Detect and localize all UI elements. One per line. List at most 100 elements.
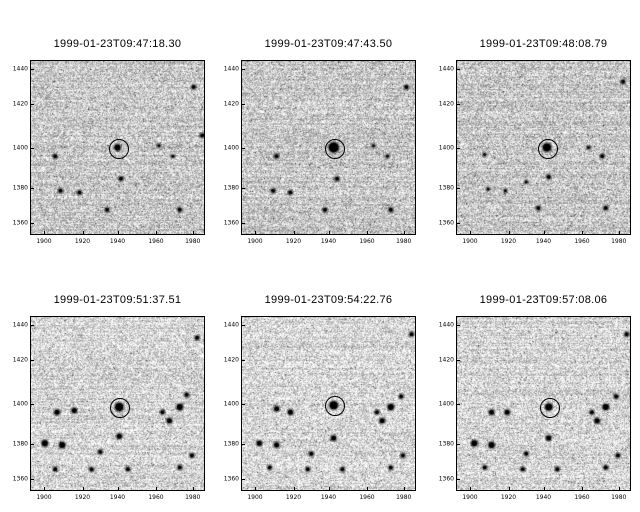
x-axis-tick-label: 1980 [611,238,627,245]
panel-timestamp-title: 1999-01-23T09:54:22.76 [264,294,393,306]
x-axis-tick-mark [543,487,545,491]
panel-timestamp-title: 1999-01-23T09:51:37.51 [53,294,182,306]
x-axis-tick-label: 1940 [109,494,126,501]
x-axis-tick-label: 1960 [148,238,164,245]
x-axis-tick-mark [508,231,510,235]
image-panel: 1999-01-23T09:47:18.30 1440 1420 1400 1380 13… [13,38,205,245]
x-axis-tick-mark [367,231,368,235]
x-axis-tick-mark [156,231,157,235]
x-axis-tick-mark [293,487,295,491]
telescope-image [30,60,205,235]
telescope-image [456,316,631,491]
y-axis-tick-mark [456,403,460,405]
y-axis-tick-label: 1360 [12,475,28,483]
y-axis-tick-mark [30,222,34,224]
x-axis-tick-label: 1900 [36,238,52,245]
y-axis-tick-mark [241,478,245,480]
telescope-image [456,60,631,235]
y-axis-tick-label: 1440 [438,321,454,329]
y-axis-tick-mark [30,403,34,405]
y-axis-tick-label: 1440 [223,65,239,73]
x-axis-tick-mark [328,231,330,235]
y-axis-tick-label: 1380 [438,184,454,192]
y-axis-tick-label: 1420 [223,100,239,108]
x-axis-tick-label: 1900 [462,494,478,501]
x-axis-tick-mark [403,487,405,491]
x-axis-tick-label: 1960 [574,238,590,245]
y-axis-tick-label: 1420 [438,356,454,364]
y-axis-tick-label: 1400 [223,400,239,407]
x-axis-tick-mark [82,231,84,235]
y-axis-tick-mark [241,222,245,224]
y-axis-tick-label: 1400 [12,400,28,407]
target-circle-marker [539,398,560,418]
y-axis-tick-mark [241,359,245,361]
x-axis-tick-mark [403,231,405,235]
image-panel: 1999-01-23T09:47:43.50 1440 1420 1400 1380 13… [224,38,416,245]
target-circle-marker [108,138,129,159]
y-axis-tick-label: 1380 [12,184,28,192]
x-axis-tick-mark [470,231,471,235]
target-circle-marker [110,398,131,418]
x-axis-tick-mark [543,231,545,235]
y-axis-tick-label: 1360 [438,475,454,483]
y-axis-tick-mark [241,147,245,149]
panel-timestamp-title: 1999-01-23T09:57:08.06 [479,294,608,306]
target-circle-marker [324,138,345,159]
y-axis-tick-mark [456,147,460,149]
x-axis-tick-label: 1920 [74,494,91,501]
x-axis-tick-label: 1940 [535,238,552,245]
y-axis-tick-label: 1440 [438,65,454,73]
y-axis-tick-label: 1380 [223,184,239,192]
y-axis-tick-mark [30,324,34,326]
y-axis-tick-label: 1380 [12,440,28,448]
y-axis-tick-label: 1420 [12,100,28,108]
x-axis-tick-mark [582,231,583,235]
x-axis-tick-label: 1920 [285,494,302,501]
x-axis-tick-label: 1920 [74,238,91,245]
x-axis-tick-mark [255,231,256,235]
x-axis-tick-mark [156,487,157,491]
y-axis-tick-label: 1360 [12,219,28,227]
y-axis-tick-label: 1380 [223,440,239,448]
x-axis-tick-mark [255,487,256,491]
x-axis-tick-label: 1980 [611,494,627,501]
y-axis-tick-mark [30,359,34,361]
x-axis-tick-label: 1980 [185,494,201,501]
target-circle-marker [538,138,558,159]
x-axis-tick-label: 1900 [462,238,478,245]
panel-timestamp-title: 1999-01-23T09:48:08.79 [479,38,608,50]
y-axis-tick-mark [456,222,460,224]
y-axis-tick-mark [241,68,245,70]
x-axis-tick-label: 1940 [535,494,552,501]
y-axis-tick-mark [456,187,460,189]
x-axis-tick-label: 1940 [109,238,126,245]
x-axis-tick-mark [508,487,510,491]
x-axis-tick-mark [582,487,583,491]
x-axis-tick-mark [117,487,119,491]
image-panel: 1999-01-23T09:51:37.51 1440 1420 1400 1380 13… [13,294,205,501]
y-axis-tick-mark [30,187,34,189]
image-panel: 1999-01-23T09:54:22.76 1440 1420 1400 1380 13… [224,294,416,501]
y-axis-tick-mark [241,103,245,105]
y-axis-tick-label: 1360 [223,475,239,483]
x-axis-tick-mark [618,231,620,235]
y-axis-tick-mark [456,478,460,480]
y-axis-tick-label: 1440 [12,65,28,73]
y-axis-tick-mark [30,68,34,70]
y-axis-tick-label: 1420 [223,356,239,364]
x-axis-tick-label: 1980 [185,238,201,245]
y-axis-tick-mark [241,403,245,405]
x-axis-tick-label: 1920 [285,238,302,245]
telescope-image [30,316,205,491]
x-axis-tick-label: 1940 [320,238,337,245]
x-axis-tick-label: 1960 [148,494,164,501]
x-axis-tick-mark [82,487,84,491]
y-axis-tick-label: 1400 [438,400,454,407]
y-axis-tick-mark [241,443,245,445]
y-axis-tick-mark [30,478,34,480]
y-axis-tick-mark [241,187,245,189]
x-axis-tick-label: 1960 [359,238,375,245]
x-axis-tick-mark [470,487,471,491]
y-axis-tick-label: 1360 [223,219,239,227]
